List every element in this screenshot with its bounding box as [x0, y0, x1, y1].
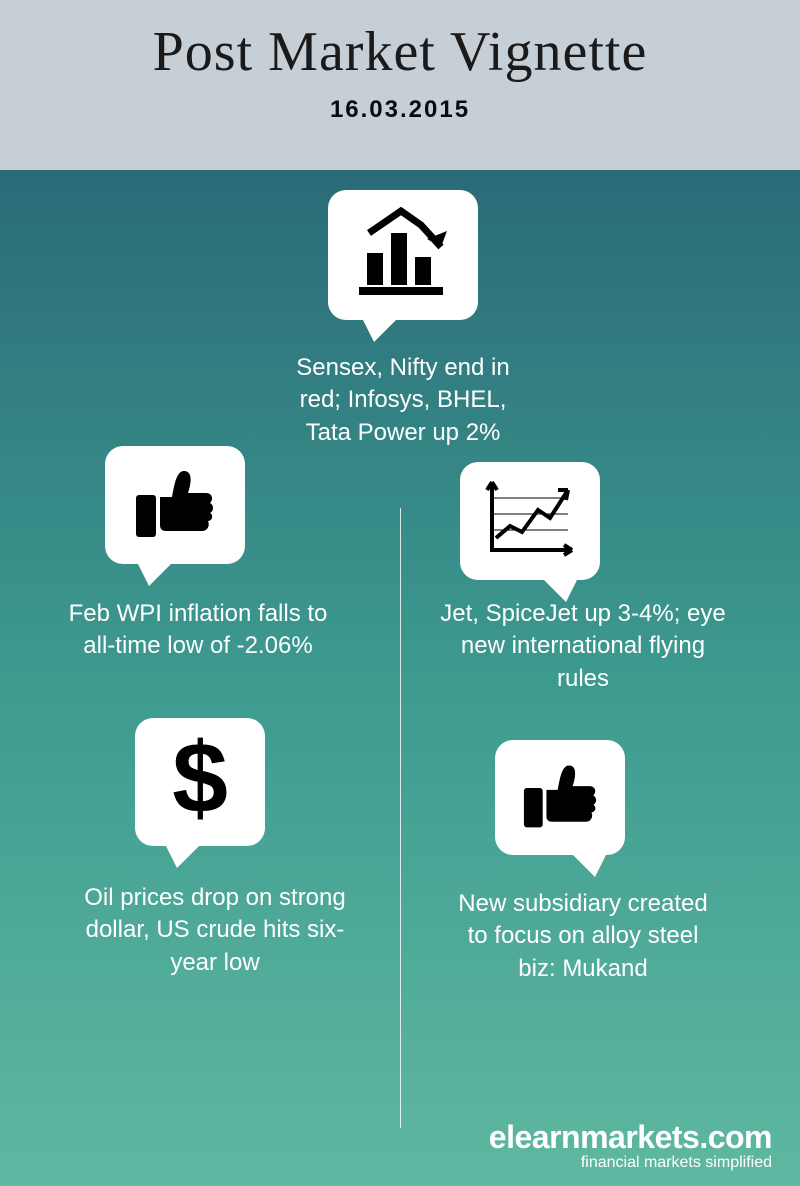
chart-down-icon [351, 205, 456, 305]
caption-oil: Oil prices drop on strong dollar, US cru… [80, 882, 350, 979]
caption-inflation: Feb WPI inflation falls to all-time low … [58, 598, 338, 663]
bubble-oil: $ [135, 718, 265, 846]
content-area: Sensex, Nifty end in red; Infosys, BHEL,… [0, 170, 800, 1186]
footer-tagline: financial markets simplified [489, 1154, 772, 1172]
caption-mukand: New subsidiary created to focus on alloy… [448, 888, 718, 985]
svg-text:$: $ [172, 730, 228, 830]
caption-airlines: Jet, SpiceJet up 3-4%; eye new internati… [438, 598, 728, 695]
page-date: 16.03.2015 [0, 96, 800, 124]
vertical-divider [400, 508, 401, 1128]
thumbs-up-icon [130, 463, 220, 548]
thumbs-up-icon [518, 758, 603, 838]
footer-brand: elearnmarkets.com [489, 1119, 772, 1156]
footer: elearnmarkets.com financial markets simp… [489, 1119, 772, 1172]
page-title: Post Market Vignette [0, 20, 800, 84]
bubble-airlines [460, 462, 600, 580]
header: Post Market Vignette 16.03.2015 [0, 0, 800, 170]
caption-market: Sensex, Nifty end in red; Infosys, BHEL,… [278, 352, 528, 449]
chart-up-icon [480, 476, 580, 566]
bubble-market-down [328, 190, 478, 320]
dollar-icon: $ [165, 730, 235, 835]
bubble-inflation [105, 446, 245, 564]
bubble-mukand [495, 740, 625, 855]
